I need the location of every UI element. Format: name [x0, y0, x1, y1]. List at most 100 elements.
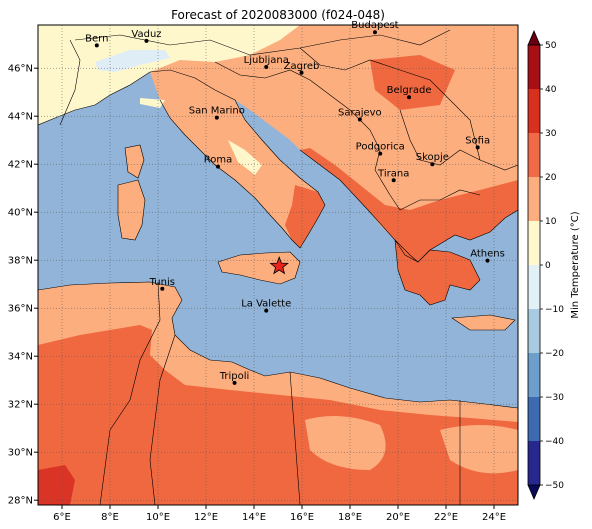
land-alps-cold — [95, 50, 170, 72]
colorbar: 50 40 30 20 10 0 −10 −20 −30 −40 −50 — [527, 29, 564, 501]
city-dot — [264, 65, 269, 69]
land-apennine-pale — [228, 140, 262, 175]
lat-tick-label: 44°N — [8, 112, 33, 123]
city-label: Athens — [470, 249, 505, 260]
lon-tick-label: 16°E — [290, 512, 314, 523]
city-dot — [144, 38, 149, 43]
colorbar-tick-label: −30 — [545, 393, 564, 403]
colorbar-band — [528, 45, 540, 89]
city-dot — [407, 95, 412, 100]
city-label: Ljubljana — [244, 55, 289, 66]
city-dot — [94, 43, 99, 48]
colorbar-tick-label: 20 — [545, 173, 557, 183]
lat-tick-label: 30°N — [8, 448, 33, 459]
colorbar-tick-label: 50 — [545, 41, 557, 51]
lat-tick-label: 46°N — [8, 64, 33, 75]
city-dot — [216, 164, 220, 169]
city-label: Zagreb — [284, 61, 320, 72]
city-dot — [475, 145, 480, 150]
land-africa-hot — [38, 465, 75, 505]
land-africa-cool — [440, 425, 518, 474]
colorbar-tick-label: 0 — [545, 261, 551, 271]
lon-tick-label: 24°E — [482, 512, 506, 523]
city-dot — [214, 115, 219, 120]
city-dot — [372, 30, 377, 35]
city-label: Budapest — [351, 20, 398, 31]
lat-tick-label: 36°N — [8, 304, 33, 315]
map-title: Forecast of 2020083000 (f024-048) — [171, 8, 385, 22]
city-label: Sarajevo — [338, 108, 382, 119]
colorbar-tick-label: −20 — [545, 349, 564, 359]
colorbar-tick-label: −10 — [545, 305, 564, 315]
city-label: Tirana — [377, 168, 409, 179]
lon-tick-label: 8°E — [101, 512, 119, 523]
land-sardinia — [118, 180, 145, 240]
city-dot — [232, 380, 237, 385]
lon-tick-label: 18°E — [338, 512, 362, 523]
land-africa-cool — [60, 298, 110, 319]
map-frame — [37, 24, 519, 506]
lon-tick-label: 12°E — [194, 512, 218, 523]
city-label: Podgorica — [356, 142, 405, 153]
lon-tick-label: 14°E — [242, 512, 266, 523]
lat-tick-label: 42°N — [8, 160, 33, 171]
lat-tick-label: 40°N — [8, 208, 33, 219]
city-dot — [160, 286, 165, 291]
colorbar-tick-label: −40 — [545, 437, 564, 447]
lon-tick-label: 6°E — [53, 512, 71, 523]
city-label: Vaduz — [131, 29, 161, 40]
city-label: Tripoli — [219, 371, 250, 382]
colorbar-band — [528, 441, 540, 485]
colorbar-band — [528, 133, 540, 177]
colorbar-tick-label: −50 — [545, 481, 564, 491]
land-east-warm — [300, 148, 518, 262]
colorbar-band — [528, 265, 540, 309]
country-borders — [38, 29, 518, 505]
city-dot — [378, 151, 383, 156]
lat-tick-label: 32°N — [8, 400, 33, 411]
colorbar-min-extend — [527, 484, 541, 501]
grid-lines — [38, 25, 518, 505]
city-label: Roma — [204, 155, 233, 166]
land-corsica — [125, 145, 144, 178]
colorbar-max-extend — [527, 29, 541, 46]
city-dot — [485, 258, 490, 263]
city-dot — [391, 178, 396, 183]
city-dot — [357, 117, 362, 122]
colorbar-tick-label: 30 — [545, 129, 557, 139]
land-apennine-pale — [140, 98, 165, 108]
lon-tick-label: 10°E — [146, 512, 170, 523]
land-balkan-warm — [370, 55, 455, 110]
city-label: Belgrade — [387, 85, 432, 96]
city-label: San Marino — [189, 106, 245, 117]
colorbar-band — [528, 397, 540, 441]
lon-tick-label: 20°E — [386, 512, 410, 523]
lat-tick-label: 38°N — [8, 256, 33, 267]
colorbar-band — [528, 89, 540, 133]
city-label: Bern — [85, 33, 108, 44]
city-label: Sofia — [465, 135, 490, 146]
city-dot — [264, 308, 269, 313]
city-label: Skopje — [416, 152, 449, 163]
colorbar-tick-label: 10 — [545, 217, 557, 227]
city-label: Tunis — [149, 277, 175, 288]
city-dot — [299, 70, 304, 75]
land-greece — [395, 240, 480, 305]
city-dot — [430, 162, 435, 167]
colorbar-tick-label: 40 — [545, 85, 557, 95]
colorbar-band — [528, 309, 540, 353]
land-crete — [452, 315, 515, 330]
map-ticks: 6°E 8°E 10°E 12°E 14°E 16°E 18°E 20°E 22°E 24°E 46… — [8, 64, 506, 523]
colorbar-label: Min Temperature (°C) — [570, 211, 581, 318]
colorbar-band — [528, 177, 540, 221]
star-marker — [269, 256, 289, 275]
colorbar-band — [528, 353, 540, 397]
city-label: La Valette — [241, 299, 291, 310]
land-italy-warm — [285, 185, 325, 248]
land-africa-cool — [305, 416, 386, 470]
lat-tick-label: 28°N — [8, 496, 33, 507]
colorbar-band — [528, 221, 540, 265]
land-alps-pale — [38, 25, 300, 125]
